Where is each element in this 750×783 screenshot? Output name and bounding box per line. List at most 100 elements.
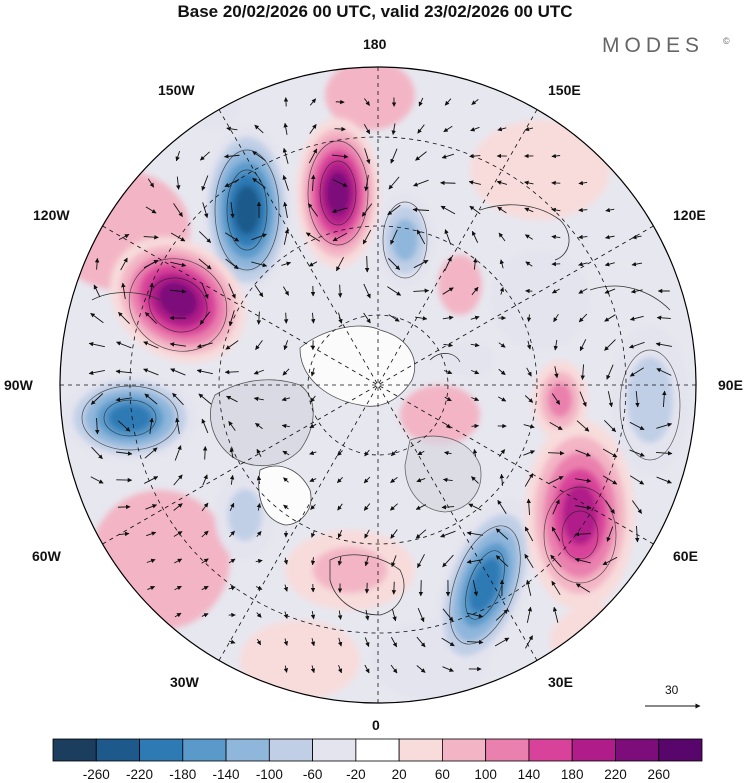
- wind-arrow: [655, 342, 672, 347]
- wind-arrow: [120, 257, 128, 271]
- wind-arrow: [308, 148, 318, 164]
- wind-arrow: [149, 417, 154, 434]
- wind-arrow: [90, 476, 104, 484]
- wind-arrow: [469, 153, 481, 159]
- wind-arrow: [254, 284, 264, 298]
- anomaly-level: [468, 557, 502, 613]
- wind-arrow: [441, 637, 455, 647]
- anomaly-level: [325, 171, 351, 215]
- wind-arrow: [472, 580, 479, 597]
- wind-arrow: [144, 393, 158, 405]
- wind-arrow: [471, 369, 480, 375]
- anomaly-level: [233, 185, 261, 235]
- map-boundary: [59, 66, 697, 704]
- wind-arrow: [201, 558, 209, 564]
- wind-arrow: [415, 316, 428, 321]
- wind-arrow: [93, 284, 101, 298]
- wind-arrow: [363, 503, 371, 511]
- wind-arrow: [631, 500, 643, 514]
- wind-arrow: [283, 340, 289, 351]
- wind-arrow: [499, 286, 505, 295]
- wind-arrow: [364, 529, 370, 539]
- wind-arrow: [551, 234, 561, 240]
- modes-logo: MODES: [602, 34, 705, 57]
- latitude-circle: [218, 225, 538, 545]
- wind-arrow: [337, 450, 343, 456]
- wind-arrow: [604, 314, 616, 322]
- wind-arrow: [499, 473, 505, 486]
- wind-arrow: [143, 341, 159, 349]
- wind-arrow: [441, 504, 455, 510]
- wind-arrow: [309, 124, 317, 134]
- wind-arrow: [471, 396, 480, 402]
- wind-arrow: [334, 126, 346, 132]
- wind-arrow: [229, 530, 235, 538]
- wind-arrow: [226, 395, 238, 403]
- anomaly-level: [392, 219, 418, 261]
- wind-arrow: [224, 178, 240, 188]
- anomaly-level: [312, 547, 388, 593]
- wind-arrow: [629, 449, 645, 457]
- wind-arrow: [605, 234, 615, 240]
- wind-arrow: [471, 230, 479, 243]
- wind-arrow: [497, 206, 507, 214]
- wind-arrow: [172, 392, 184, 406]
- wind-arrow: [336, 256, 344, 272]
- wind-arrow: [526, 498, 531, 516]
- wind-arrow: [91, 446, 103, 460]
- wind-arrow: [391, 123, 396, 135]
- wind-arrow: [201, 175, 209, 191]
- wind-arrow: [118, 531, 130, 537]
- wind-arrow: [525, 635, 533, 649]
- wind-arrow: [553, 313, 559, 323]
- wind-arrow: [413, 288, 430, 294]
- wind-arrow: [201, 585, 209, 591]
- wind-arrow: [310, 610, 316, 620]
- wind-arrow: [524, 473, 534, 487]
- wind-arrow: [144, 447, 158, 459]
- wind-arrow: [283, 122, 288, 135]
- wind-arrow: [578, 261, 588, 267]
- wind-arrow: [442, 315, 454, 321]
- wind-arrow: [523, 450, 536, 456]
- wind-arrow: [170, 261, 187, 268]
- wind-arrow: [88, 369, 105, 375]
- wind-arrow: [115, 397, 132, 402]
- wind-arrow: [256, 475, 262, 484]
- wind-arrow: [629, 421, 645, 431]
- wind-arrow: [655, 451, 673, 456]
- wind-arrow: [229, 474, 235, 485]
- wind-arrow: [498, 232, 506, 242]
- wind-arrow: [173, 503, 183, 511]
- wind-arrow: [337, 556, 343, 566]
- wind-arrow: [392, 609, 397, 622]
- wind-arrow: [390, 148, 398, 164]
- wind-arrow: [548, 476, 564, 484]
- wind-arrow: [604, 420, 616, 432]
- wind-arrow: [173, 474, 183, 486]
- wind-arrow: [470, 342, 480, 348]
- wind-arrow: [256, 311, 262, 325]
- anomaly-patch: [325, 67, 415, 130]
- wind-arrow: [442, 608, 454, 622]
- wind-arrow: [115, 369, 133, 374]
- wind-arrow: [199, 311, 211, 325]
- wind-arrow: [553, 339, 559, 351]
- wind-arrow: [255, 422, 263, 430]
- wind-arrow: [309, 477, 317, 482]
- wind-arrow: [525, 579, 532, 596]
- wind-arrow: [390, 503, 398, 511]
- wind-arrow: [174, 612, 182, 618]
- wind-arrow: [497, 499, 507, 515]
- wind-arrow: [283, 557, 289, 565]
- wind-arrow: [196, 368, 213, 375]
- wind-arrow: [226, 126, 238, 132]
- wind-arrow: [417, 124, 425, 134]
- wind-arrow: [552, 499, 560, 515]
- wind-arrow: [338, 312, 343, 324]
- wind-arrow: [630, 289, 643, 294]
- wind-arrow: [415, 151, 427, 161]
- wind-arrow: [524, 207, 534, 213]
- wind-arrow: [121, 282, 126, 299]
- wind-arrow: [146, 531, 157, 537]
